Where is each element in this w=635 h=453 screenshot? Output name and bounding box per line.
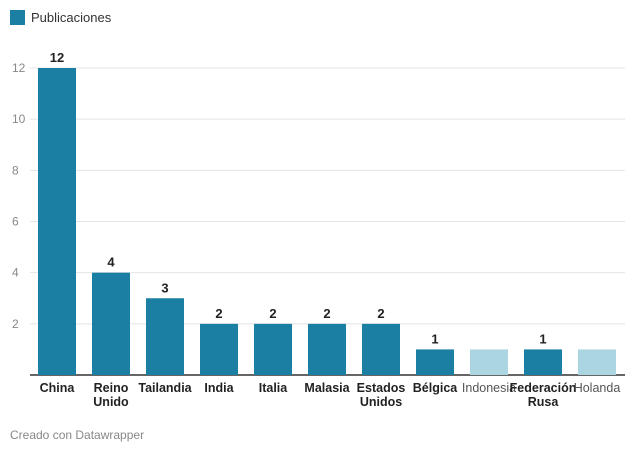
y-tick-label: 8 <box>12 163 19 177</box>
bar <box>470 349 508 375</box>
bar <box>362 323 400 375</box>
bar <box>254 323 292 375</box>
x-tick-label: Tailandia <box>138 381 192 395</box>
footer-credit: Creado con Datawrapper <box>10 428 145 442</box>
bar <box>92 272 130 375</box>
bar <box>578 349 616 375</box>
x-tick-label: Bélgica <box>413 381 459 395</box>
legend-label: Publicaciones <box>31 10 112 25</box>
x-tick-label: Federación Rusa <box>510 381 577 409</box>
y-tick-label: 10 <box>12 112 26 126</box>
x-tick-label: Estados Unidos <box>357 381 406 409</box>
bar <box>308 323 346 375</box>
y-tick-label: 12 <box>12 61 26 75</box>
bar <box>38 68 76 375</box>
data-label: 2 <box>323 306 330 321</box>
bar <box>524 349 562 375</box>
bar <box>146 298 184 375</box>
bar <box>416 349 454 375</box>
x-tick-label: Holanda <box>574 381 621 395</box>
data-label: 2 <box>269 306 276 321</box>
y-tick-label: 6 <box>12 215 19 229</box>
data-label: 1 <box>539 331 546 346</box>
legend-swatch <box>10 10 25 25</box>
data-label: 1 <box>431 331 438 346</box>
legend: Publicaciones <box>10 10 111 25</box>
x-tick-label: Italia <box>259 381 289 395</box>
data-label: 4 <box>107 255 115 270</box>
data-label: 3 <box>161 280 168 295</box>
bar <box>200 323 238 375</box>
data-label: 12 <box>50 50 64 65</box>
x-tick-label: India <box>204 381 234 395</box>
x-tick-label: China <box>40 381 76 395</box>
y-tick-label: 2 <box>12 317 19 331</box>
x-tick-label: Reino Unido <box>93 381 129 409</box>
data-label: 2 <box>215 306 222 321</box>
x-tick-label: Malasia <box>304 381 350 395</box>
y-tick-label: 4 <box>12 266 19 280</box>
data-label: 2 <box>377 306 384 321</box>
x-tick-label: Indonesia <box>462 381 516 395</box>
